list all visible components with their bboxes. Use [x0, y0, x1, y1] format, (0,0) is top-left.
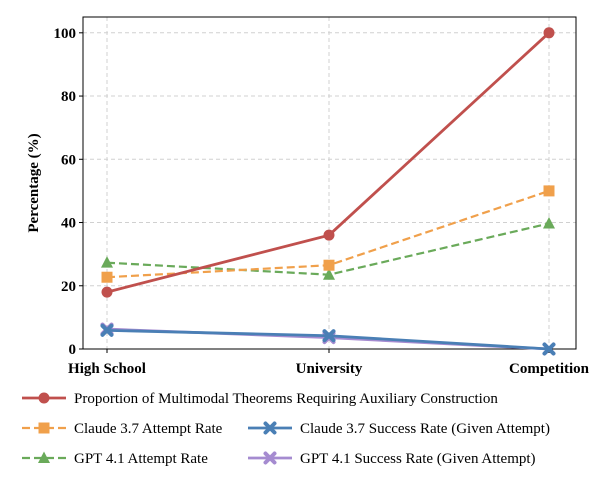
y-tick-label-2: 40: [61, 216, 76, 232]
data-point-1-0: [101, 271, 113, 283]
y-tick-label-3: 60: [61, 152, 76, 168]
series-line-0: [106, 31, 550, 294]
legend-marker-1: [38, 422, 50, 434]
series-group: [100, 27, 556, 356]
legend-marker-3: [263, 421, 277, 435]
data-point-0-2: [543, 27, 555, 39]
y-tick-label-4: 80: [61, 89, 76, 105]
legend-marker-2: [38, 451, 50, 463]
legend-label-1: Claude 3.7 Attempt Rate: [74, 421, 223, 437]
legend-label-2: GPT 4.1 Attempt Rate: [74, 451, 208, 467]
legend-marker-0: [38, 392, 50, 404]
legend-entry-3: Claude 3.7 Success Rate (Given Attempt): [248, 421, 550, 437]
legend-entry-4: GPT 4.1 Success Rate (Given Attempt): [248, 451, 536, 467]
data-point-1-1: [323, 259, 335, 271]
y-tick-label-0: 0: [69, 342, 77, 358]
data-point-3-0: [100, 323, 114, 337]
legend-marker-4: [263, 451, 277, 465]
x-tick-label-2: Competition: [509, 361, 590, 377]
y-tick-label-1: 20: [61, 279, 76, 295]
data-point-1-2: [543, 185, 555, 197]
data-point-2-0: [101, 256, 113, 268]
data-point-2-2: [543, 216, 555, 229]
legend-entry-2: GPT 4.1 Attempt Rate: [22, 451, 208, 467]
y-axis-ticks: 0 20 40 60 80 100: [54, 26, 83, 358]
x-tick-label-1: University: [296, 361, 363, 377]
data-point-3-1: [322, 329, 336, 343]
legend-label-3: Claude 3.7 Success Rate (Given Attempt): [300, 421, 550, 437]
data-point-0-1: [323, 229, 335, 241]
legend-entry-0: Proportion of Multimodal Theorems Requir…: [22, 391, 498, 407]
series-2: [101, 216, 555, 280]
data-point-3-2: [542, 342, 556, 356]
y-axis-label: Percentage (%): [26, 133, 42, 232]
grid: [83, 17, 576, 350]
x-axis-ticks: High School University Competition: [68, 349, 590, 377]
legend: Proportion of Multimodal Theorems Requir…: [22, 391, 550, 467]
legend-label-0: Proportion of Multimodal Theorems Requir…: [74, 391, 498, 407]
data-point-0-0: [101, 286, 113, 298]
legend-label-4: GPT 4.1 Success Rate (Given Attempt): [300, 451, 536, 467]
y-tick-label-5: 100: [54, 26, 77, 42]
x-tick-label-0: High School: [68, 361, 146, 377]
data-point-2-1: [323, 268, 335, 280]
legend-entry-1: Claude 3.7 Attempt Rate: [22, 421, 223, 437]
series-0: [101, 27, 555, 298]
series-3: [100, 323, 556, 356]
